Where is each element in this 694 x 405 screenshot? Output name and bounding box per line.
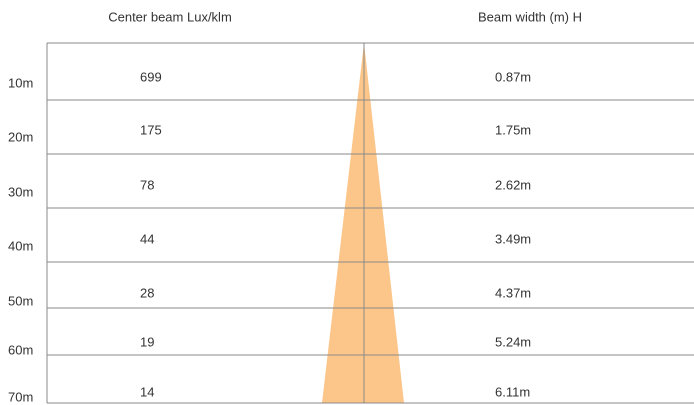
beam-cone bbox=[322, 43, 404, 403]
lux-value: 175 bbox=[140, 122, 162, 137]
lux-value: 14 bbox=[140, 384, 154, 399]
lux-value: 44 bbox=[140, 231, 154, 246]
width-value: 6.11m bbox=[495, 384, 530, 399]
distance-label: 20m bbox=[8, 129, 33, 144]
lux-value: 699 bbox=[140, 69, 162, 84]
width-value: 4.37m bbox=[495, 285, 531, 300]
distance-label: 60m bbox=[8, 342, 33, 357]
distance-label: 30m bbox=[8, 184, 33, 199]
distance-label: 40m bbox=[8, 238, 33, 253]
distance-label: 10m bbox=[8, 75, 33, 90]
width-value: 3.49m bbox=[495, 231, 531, 246]
width-value: 0.87m bbox=[495, 69, 531, 84]
lux-header: Center beam Lux/klm bbox=[108, 9, 232, 24]
width-value: 2.62m bbox=[495, 177, 531, 192]
width-header: Beam width (m) H bbox=[478, 9, 582, 24]
distance-label: 50m bbox=[8, 293, 33, 308]
width-value: 5.24m bbox=[495, 334, 531, 349]
lux-value: 28 bbox=[140, 285, 154, 300]
lux-value: 19 bbox=[140, 334, 154, 349]
distance-label: 70m bbox=[8, 389, 33, 404]
lux-value: 78 bbox=[140, 177, 154, 192]
width-value: 1.75m bbox=[495, 122, 531, 137]
